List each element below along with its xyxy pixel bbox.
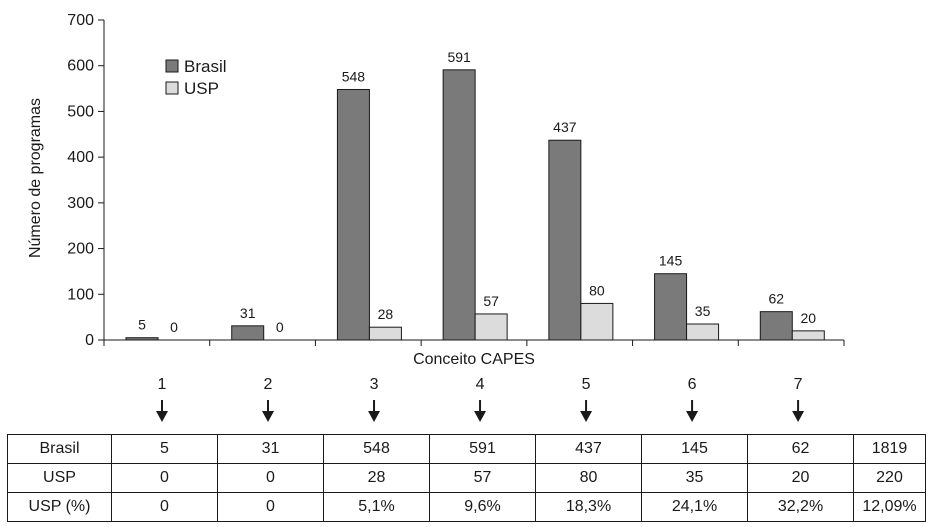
- category-markers: 1 2 3 4 5 6 7: [156, 376, 805, 422]
- down-arrow-icon: [792, 411, 805, 422]
- legend-label-usp: USP: [184, 79, 219, 98]
- bar-brasil-6: [654, 273, 688, 341]
- bar-brasil-7: [759, 311, 793, 341]
- bar-brasil-5: [548, 139, 582, 341]
- legend-label-brasil: Brasil: [184, 57, 227, 76]
- data-label-usp-2: 0: [276, 319, 284, 335]
- bar-brasil-4: [442, 69, 476, 341]
- table-cell: 80: [535, 463, 642, 493]
- bars: [125, 69, 825, 341]
- category-number-2: 2: [264, 376, 273, 393]
- y-tick-label: 700: [67, 12, 94, 29]
- data-label-usp-5: 80: [589, 282, 605, 298]
- bar-usp-4: [474, 313, 508, 341]
- data-label-brasil-3: 548: [342, 68, 366, 84]
- y-axis-title: Número de programas: [27, 98, 44, 258]
- table-cell: 145: [641, 434, 748, 464]
- data-label-usp-1: 0: [170, 319, 178, 335]
- category-number-6: 6: [688, 376, 697, 393]
- y-tick-label: 500: [67, 103, 94, 120]
- bar-usp-6: [686, 323, 720, 341]
- bar-usp-5: [580, 302, 614, 341]
- table-cell: 28: [323, 463, 430, 493]
- table-cell: 62: [747, 434, 854, 464]
- data-label-usp-7: 20: [800, 310, 816, 326]
- down-arrow-icon: [580, 411, 593, 422]
- summary-table: Brasil 5 31 548 591 437 145 62 1819 USP 0 0 28 57 80 35…: [7, 434, 926, 522]
- table-cell: 0: [217, 492, 324, 522]
- table-cell: 0: [111, 492, 218, 522]
- table-cell: 437: [535, 434, 642, 464]
- y-tick-label: 600: [67, 58, 94, 75]
- table-cell: 548: [323, 434, 430, 464]
- table-cell: 5: [111, 434, 218, 464]
- table-cell: 20: [747, 463, 854, 493]
- legend-swatch-usp: [165, 81, 179, 95]
- y-tick-label: 300: [67, 195, 94, 212]
- bar-usp-7: [791, 330, 825, 341]
- table-cell: 32,2%: [747, 492, 854, 522]
- x-axis-title: Conceito CAPES: [413, 351, 535, 368]
- y-tick-label: 200: [67, 241, 94, 258]
- bar-brasil-2: [231, 325, 265, 341]
- y-axis: 0 100 200 300 400 500 600 700: [67, 12, 105, 349]
- y-tick-label: 100: [67, 286, 94, 303]
- bar-brasil-1: [125, 337, 159, 341]
- row-label: USP: [7, 463, 112, 493]
- legend-swatch-brasil: [165, 59, 179, 73]
- table-cell: 0: [217, 463, 324, 493]
- table-cell: 35: [641, 463, 748, 493]
- bar-brasil-3: [336, 88, 370, 341]
- data-label-brasil-2: 31: [240, 305, 256, 321]
- data-label-brasil-6: 145: [659, 253, 683, 269]
- data-label-brasil-7: 62: [768, 291, 784, 307]
- table-cell: 12,09%: [853, 492, 926, 522]
- y-tick-label: 0: [85, 332, 94, 349]
- row-label: Brasil: [7, 434, 112, 464]
- category-number-4: 4: [476, 376, 485, 393]
- table-cell: 0: [111, 463, 218, 493]
- table-cell: 220: [853, 463, 926, 493]
- bar-usp-3: [368, 326, 402, 341]
- data-label-brasil-5: 437: [553, 119, 577, 135]
- legend: Brasil USP: [165, 57, 227, 98]
- data-label-usp-4: 57: [483, 293, 499, 309]
- table-cell: 57: [429, 463, 536, 493]
- data-label-usp-6: 35: [695, 303, 711, 319]
- data-labels: 5 0 31 0 548 28 591 57 437 80 145 35 62 20: [138, 49, 816, 335]
- category-number-7: 7: [794, 376, 803, 393]
- down-arrow-icon: [686, 411, 699, 422]
- row-label: USP (%): [7, 492, 112, 522]
- x-axis: [103, 339, 845, 346]
- down-arrow-icon: [368, 411, 381, 422]
- down-arrow-icon: [156, 411, 168, 422]
- table-cell: 31: [217, 434, 324, 464]
- table-cell: 1819: [853, 434, 926, 464]
- data-label-usp-3: 28: [378, 306, 394, 322]
- table-row: USP 0 0 28 57 80 35 20 220: [7, 463, 926, 493]
- data-label-brasil-4: 591: [447, 49, 471, 65]
- category-number-1: 1: [158, 376, 167, 393]
- y-tick-label: 400: [67, 149, 94, 166]
- table-cell: 5,1%: [323, 492, 430, 522]
- table-row: USP (%) 0 0 5,1% 9,6% 18,3% 24,1% 32,2% 12,09%: [7, 492, 926, 522]
- data-label-brasil-1: 5: [138, 317, 146, 333]
- category-number-5: 5: [582, 376, 591, 393]
- table-cell: 24,1%: [641, 492, 748, 522]
- category-number-3: 3: [370, 376, 379, 393]
- table-row: Brasil 5 31 548 591 437 145 62 1819: [7, 434, 926, 464]
- down-arrow-icon: [474, 411, 487, 422]
- down-arrow-icon: [262, 411, 275, 422]
- table-cell: 18,3%: [535, 492, 642, 522]
- table-cell: 591: [429, 434, 536, 464]
- table-cell: 9,6%: [429, 492, 536, 522]
